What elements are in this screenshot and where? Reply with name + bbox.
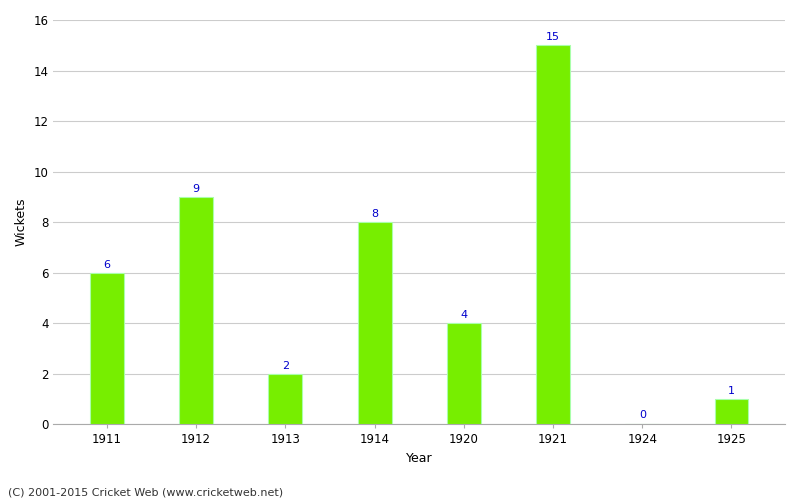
Text: 0: 0 [638,410,646,420]
Bar [90,273,124,424]
Bar [447,324,481,424]
Bar [714,399,749,424]
Text: 1: 1 [728,386,735,396]
Bar [179,197,213,424]
Text: 9: 9 [193,184,200,194]
Text: 15: 15 [546,32,560,42]
Text: 6: 6 [103,260,110,270]
Bar [536,46,570,424]
Text: 8: 8 [371,209,378,219]
X-axis label: Year: Year [406,452,433,465]
Text: 2: 2 [282,361,289,371]
Text: (C) 2001-2015 Cricket Web (www.cricketweb.net): (C) 2001-2015 Cricket Web (www.cricketwe… [8,488,283,498]
Y-axis label: Wickets: Wickets [15,198,28,246]
Bar [269,374,302,424]
Text: 4: 4 [460,310,467,320]
Bar [358,222,391,424]
